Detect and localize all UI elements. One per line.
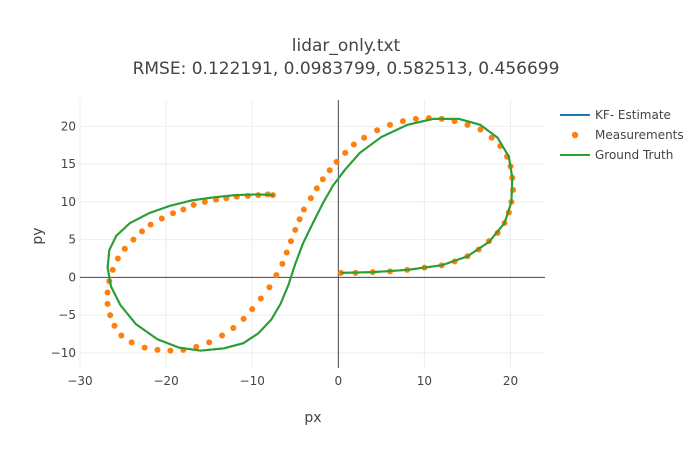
data-series xyxy=(104,115,517,354)
measurement-point xyxy=(273,272,280,279)
measurement-point xyxy=(240,315,247,322)
measurement-point xyxy=(230,324,237,331)
grid-lines xyxy=(79,100,545,368)
legend[interactable]: KF- Estimate Measurements Ground Truth xyxy=(560,108,684,162)
measurement-point xyxy=(141,344,148,351)
ground-truth-line xyxy=(106,117,514,352)
measurement-point xyxy=(374,127,381,134)
measurement-point xyxy=(287,238,294,245)
measurement-point xyxy=(130,236,137,243)
measurement-point xyxy=(249,306,256,313)
measurement-point xyxy=(361,134,368,141)
y-tick-label: 20 xyxy=(61,119,76,133)
measurement-point xyxy=(193,343,200,350)
measurement-point xyxy=(219,332,226,339)
legend-label: Ground Truth xyxy=(595,148,673,162)
measurement-point xyxy=(283,249,290,256)
measurement-point xyxy=(114,255,121,262)
chart-subtitle: RMSE: 0.122191, 0.0983799, 0.582513, 0.4… xyxy=(133,59,560,79)
y-tick-label: −10 xyxy=(51,346,76,360)
measurement-point xyxy=(170,210,176,217)
measurement-point xyxy=(333,158,340,165)
y-tick-label: −5 xyxy=(58,308,76,322)
kf-estimate-line xyxy=(106,117,514,352)
measurement-point xyxy=(488,134,495,141)
measurement-point xyxy=(326,167,333,174)
measurement-point xyxy=(342,149,349,156)
measurement-point xyxy=(292,226,299,233)
measurement-point xyxy=(266,284,273,291)
measurement-point xyxy=(296,216,303,223)
measurement-point xyxy=(300,206,307,213)
x-axis-label: px xyxy=(304,410,321,426)
x-tick-label: −10 xyxy=(240,374,265,388)
measurement-point xyxy=(121,245,128,252)
measurement-point xyxy=(158,215,165,222)
legend-label: Measurements xyxy=(595,128,684,142)
measurement-point xyxy=(111,322,118,329)
chart-title: lidar_only.txt xyxy=(292,36,401,56)
tick-labels: −30 −20 −10 0 10 20 −10 −5 0 5 10 15 20 xyxy=(51,119,519,388)
x-tick-label: 0 xyxy=(335,374,343,388)
y-tick-label: 5 xyxy=(68,233,76,247)
measurement-point xyxy=(128,339,135,346)
measurement-point xyxy=(201,198,208,205)
measurement-point xyxy=(147,221,154,228)
measurement-point xyxy=(107,312,114,319)
y-axis-label: py xyxy=(30,227,46,244)
measurement-point xyxy=(190,201,197,208)
measurement-point xyxy=(307,195,314,202)
legend-measurements-swatch xyxy=(571,131,579,139)
measurement-point xyxy=(257,295,264,302)
measurement-point xyxy=(139,228,145,235)
measurement-point xyxy=(154,346,161,353)
measurement-point xyxy=(118,332,125,339)
measurement-point xyxy=(319,176,326,183)
measurement-point xyxy=(206,339,213,346)
measurement-point xyxy=(109,266,116,273)
measurement-point xyxy=(399,118,406,125)
y-tick-label: 15 xyxy=(61,157,76,171)
measurement-point xyxy=(279,260,286,267)
measurement-point xyxy=(412,115,419,122)
x-tick-label: 10 xyxy=(417,374,432,388)
y-tick-label: 10 xyxy=(61,195,76,209)
x-tick-label: 20 xyxy=(503,374,518,388)
x-tick-label: −20 xyxy=(153,374,178,388)
measurement-point xyxy=(387,121,393,128)
y-tick-label: 0 xyxy=(68,270,76,284)
measurement-point xyxy=(180,206,187,213)
measurement-point xyxy=(350,141,357,148)
zero-lines xyxy=(80,100,545,368)
measurement-point xyxy=(313,185,320,192)
measurement-point xyxy=(464,121,471,128)
measurement-point xyxy=(477,126,484,133)
x-tick-label: −30 xyxy=(67,374,92,388)
measurement-point xyxy=(167,347,174,354)
measurement-point xyxy=(104,300,111,307)
legend-label: KF- Estimate xyxy=(595,108,671,122)
measurement-point xyxy=(104,289,111,296)
